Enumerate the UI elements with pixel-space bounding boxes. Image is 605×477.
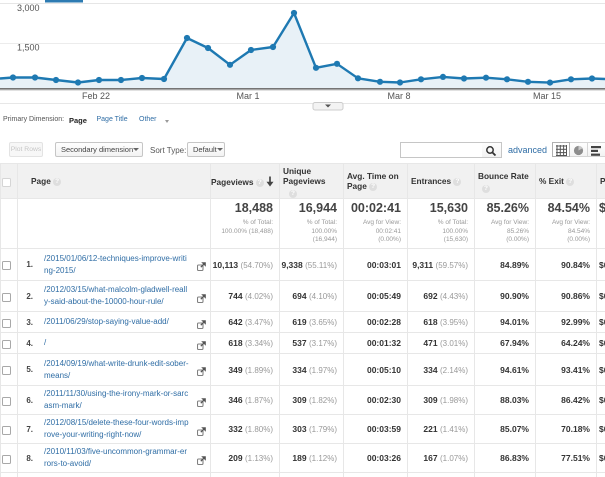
- svg-text:Mar 8: Mar 8: [387, 91, 410, 101]
- svg-text:Mar 15: Mar 15: [533, 91, 561, 101]
- svg-text:Mar 1: Mar 1: [236, 91, 259, 101]
- svg-text:Feb 22: Feb 22: [82, 91, 110, 101]
- svg-text:3,000: 3,000: [17, 3, 40, 13]
- svg-text:1,500: 1,500: [17, 43, 40, 53]
